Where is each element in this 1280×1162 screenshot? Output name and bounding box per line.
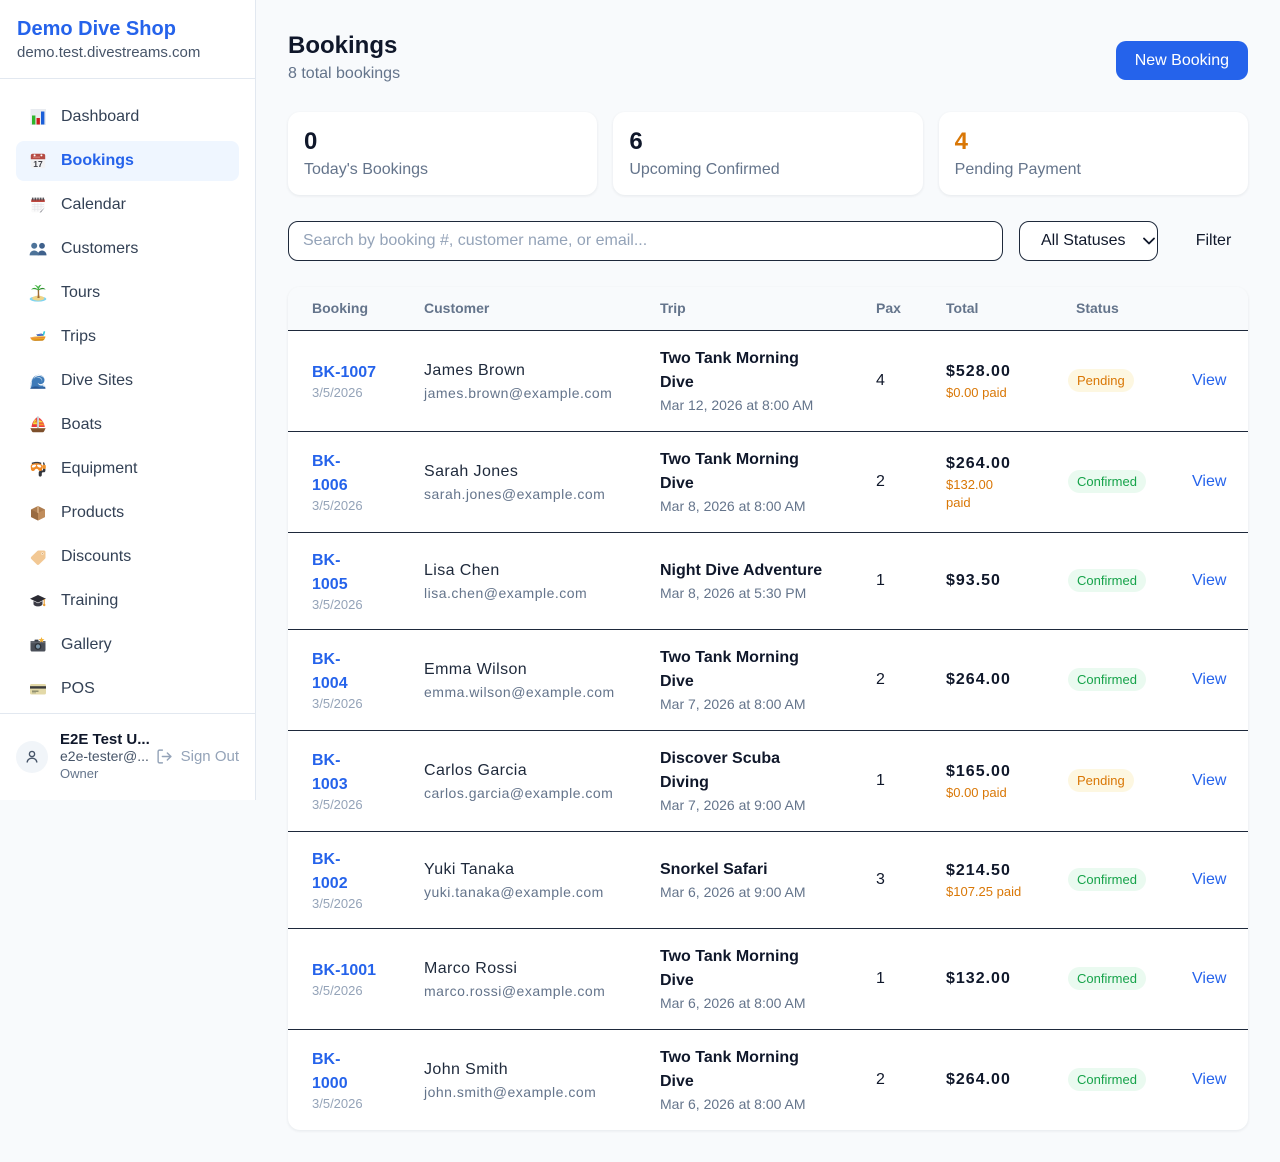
svg-text:17: 17 <box>33 159 43 169</box>
